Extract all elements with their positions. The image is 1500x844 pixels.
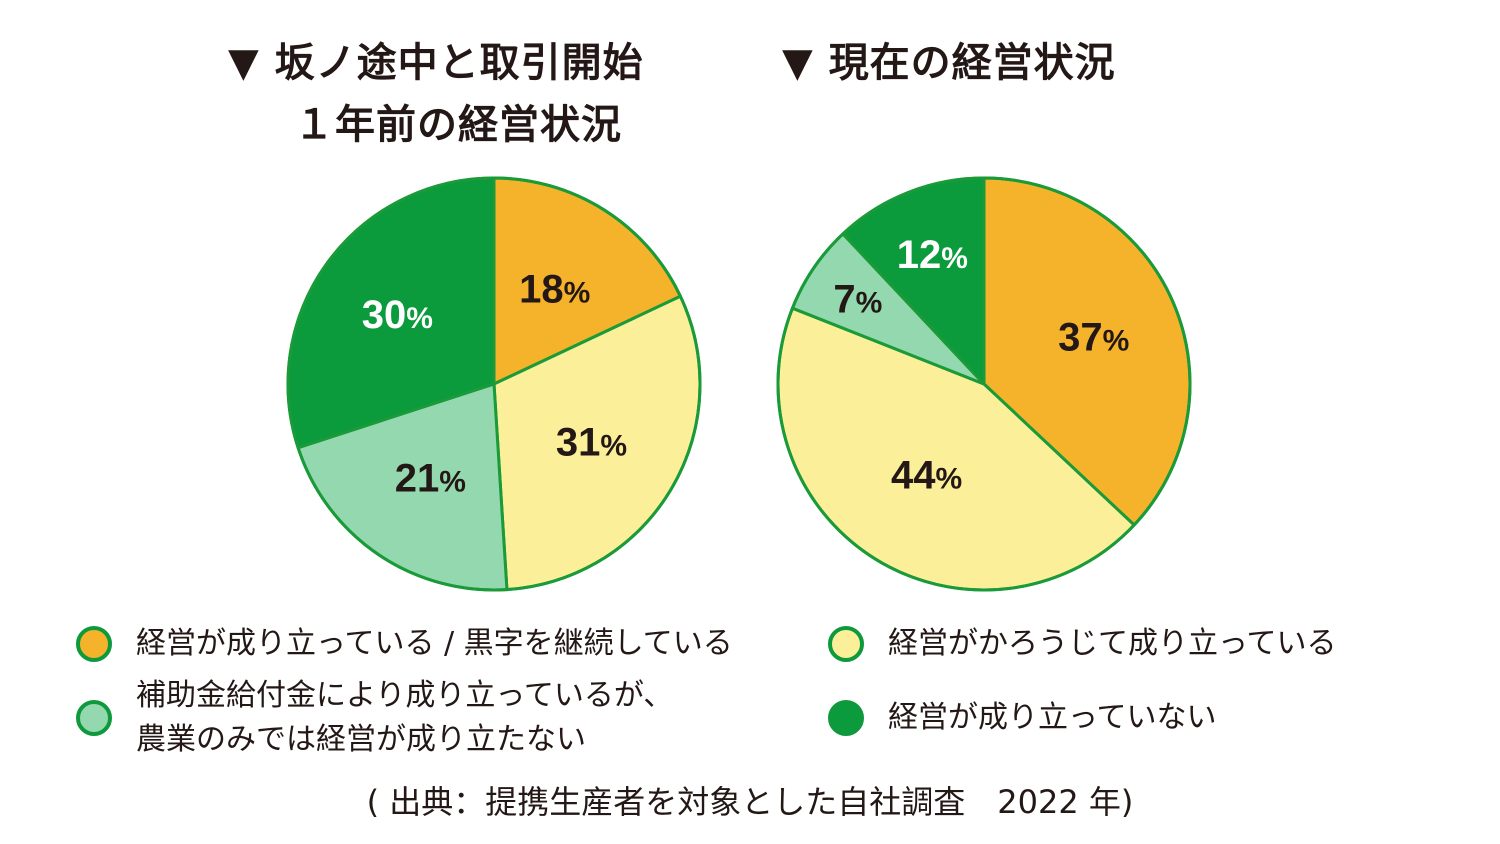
chart-title-current-line-1: ▼ 現在の経営状況: [782, 40, 1116, 86]
legend-swatch-not-viable: [828, 700, 864, 736]
source-note: ( 出典：提携生産者を対象とした自社調査 2022 年): [366, 783, 1134, 821]
pie-0-outline: [286, 176, 702, 592]
legend-label-barely: 経営がかろうじて成り立っている: [888, 626, 1337, 661]
legend-item-not-viable: 経営が成り立っていない: [828, 696, 1217, 740]
legend-label-subsidy-line-2: 農業のみでは経営が成り立たない: [136, 722, 586, 757]
pie-1-label-barely: 44%: [891, 453, 962, 497]
legend-item-subsidy: 補助金給付金により成り立っているが、 農業のみでは経営が成り立たない: [76, 674, 673, 762]
pie-0-label-not_viable: 30%: [362, 293, 433, 337]
legend-label-profitable: 経営が成り立っている / 黒字を継続している: [136, 626, 733, 661]
legend-swatch-profitable: [76, 626, 112, 662]
legend-label-subsidy: 補助金給付金により成り立っているが、 農業のみでは経営が成り立たない: [136, 674, 673, 762]
pie-1-label-profitable: 37%: [1058, 316, 1129, 360]
pie-1-outline: [776, 176, 1192, 592]
pie-0-label-barely: 31%: [556, 421, 627, 465]
pie-0-label-profitable: 18%: [519, 267, 590, 311]
legend-label-subsidy-line-1: 補助金給付金により成り立っているが、: [136, 678, 674, 713]
chart-title-current: ▼ 現在の経営状況: [782, 32, 1116, 94]
legend-swatch-subsidy: [76, 700, 112, 736]
pie-0-label-subsidy: 21%: [395, 457, 466, 501]
legend-item-barely: 経営がかろうじて成り立っている: [828, 622, 1337, 666]
legend-item-profitable: 経営が成り立っている / 黒字を継続している: [76, 622, 733, 666]
legend-swatch-barely: [828, 626, 864, 662]
pie-before: 18% 31% 21% 30%: [286, 176, 702, 592]
pie-1-label-subsidy: 7%: [833, 277, 882, 321]
chart-title-before: ▼ 坂ノ途中と取引開始 １年前の経営状況: [228, 32, 644, 156]
pie-current: 37% 44% 7% 12%: [776, 176, 1192, 592]
legend-label-not-viable: 経営が成り立っていない: [888, 700, 1217, 735]
pie-1-label-not_viable: 12%: [897, 233, 968, 277]
chart-title-before-line-2: １年前の経営状況: [294, 102, 622, 148]
chart-title-before-line-1: ▼ 坂ノ途中と取引開始: [228, 40, 644, 86]
